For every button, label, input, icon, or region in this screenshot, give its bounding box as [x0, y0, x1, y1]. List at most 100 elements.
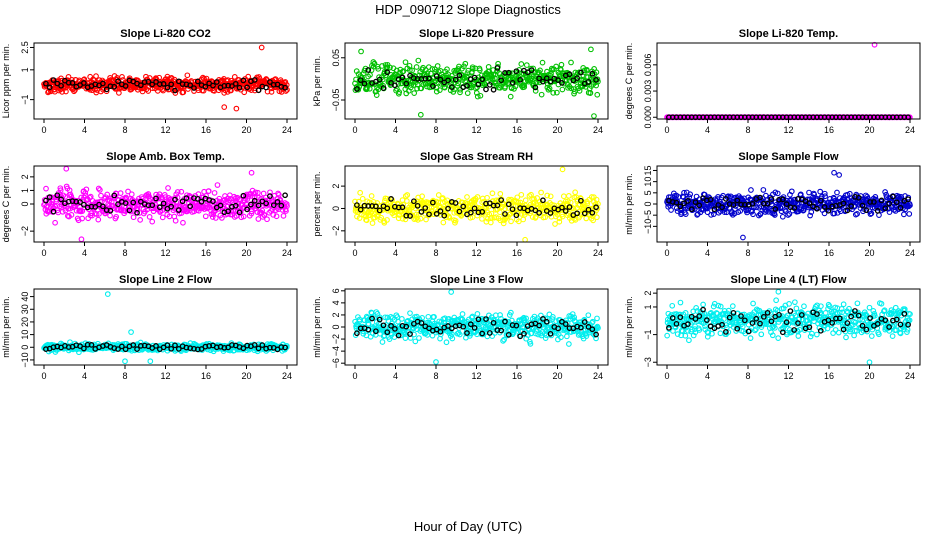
- panel-ylabel: ml/min per min.: [624, 296, 634, 358]
- y-tick-label: −5: [643, 210, 653, 220]
- data-point: [501, 336, 508, 343]
- data-point: [172, 217, 179, 224]
- x-tick-label: 4: [393, 371, 398, 381]
- data-point: [282, 79, 289, 85]
- data-point-avg: [77, 199, 83, 205]
- y-tick-label: −0.05: [331, 89, 341, 112]
- data-point: [558, 61, 565, 68]
- data-point: [57, 187, 64, 194]
- data-point-avg: [509, 79, 516, 86]
- data-point: [107, 212, 113, 219]
- data-point-avg: [532, 84, 539, 91]
- y-tick-label: 2.5: [20, 41, 30, 54]
- data-point-avg: [115, 78, 121, 85]
- data-point: [284, 203, 290, 209]
- data-point-avg: [225, 208, 231, 215]
- data-point-avg: [429, 83, 436, 89]
- y-tick-label: −2: [331, 226, 341, 236]
- data-point: [159, 214, 166, 221]
- data-point: [464, 194, 470, 200]
- data-point-avg: [187, 203, 194, 210]
- panel-title: Slope Amb. Box Temp.: [106, 151, 225, 163]
- x-tick-label: 12: [471, 248, 481, 258]
- data-point: [248, 210, 255, 217]
- outlier-point: [588, 46, 594, 53]
- data-point: [539, 59, 546, 66]
- panel-ylabel: ml/min per min.: [312, 296, 322, 358]
- data-point: [436, 87, 443, 94]
- data-point: [162, 194, 169, 200]
- data-point-avg: [278, 202, 285, 209]
- data-point: [469, 65, 476, 72]
- plot-frame: [656, 42, 921, 120]
- x-tick-label: 12: [471, 125, 481, 135]
- data-point-avg: [248, 201, 254, 208]
- data-point-avg: [543, 75, 550, 82]
- data-point-avg: [46, 84, 53, 91]
- data-point-avg: [361, 80, 368, 87]
- data-point: [267, 189, 273, 196]
- data-point: [400, 201, 407, 208]
- x-tick-label: 0: [352, 125, 357, 135]
- data-point-avg: [194, 78, 201, 85]
- data-point-avg: [43, 80, 49, 87]
- data-point: [263, 76, 270, 82]
- x-tick-label: 4: [82, 125, 87, 135]
- data-point-avg: [160, 81, 167, 87]
- data-point-avg: [445, 77, 451, 84]
- data-point: [101, 195, 108, 202]
- data-point: [553, 63, 559, 70]
- data-point-avg: [494, 65, 501, 71]
- data-point: [817, 188, 824, 195]
- x-tick-label: 12: [471, 371, 481, 381]
- data-point: [700, 301, 706, 308]
- data-point: [368, 193, 375, 199]
- x-tick-label: 0: [664, 248, 669, 258]
- data-point: [677, 299, 684, 306]
- y-tick-label: 1: [20, 67, 30, 72]
- data-point: [104, 191, 111, 198]
- data-point-avg: [388, 80, 394, 86]
- data-point: [546, 85, 553, 92]
- outlier-point: [591, 113, 597, 119]
- data-point: [485, 64, 492, 70]
- y-tick-label: −1: [20, 94, 30, 104]
- data-point: [95, 185, 102, 192]
- data-point: [264, 216, 270, 223]
- data-point-avg: [559, 80, 565, 86]
- data-point: [184, 72, 191, 79]
- data-point: [95, 216, 102, 223]
- data-point: [416, 335, 422, 341]
- data-point-avg: [547, 78, 554, 85]
- data-point-avg: [433, 73, 440, 79]
- data-point: [443, 339, 450, 346]
- data-point: [65, 205, 72, 212]
- x-tick-label: 24: [593, 248, 603, 258]
- data-point: [748, 187, 754, 193]
- data-point: [375, 65, 382, 72]
- data-point: [396, 89, 403, 95]
- panel-title: Slope Li-820 Temp.: [739, 28, 838, 40]
- data-point: [231, 73, 238, 80]
- data-point: [371, 60, 378, 67]
- y-tick-label: 0: [331, 206, 341, 211]
- data-point-avg: [240, 192, 247, 199]
- data-point-avg: [122, 200, 129, 206]
- data-point-avg: [267, 193, 273, 199]
- data-point: [160, 87, 166, 94]
- data-point: [476, 67, 483, 73]
- panel-title: Slope Line 4 (LT) Flow: [731, 274, 847, 286]
- data-point: [882, 189, 888, 195]
- x-tick-label: 8: [433, 125, 438, 135]
- data-point: [554, 89, 560, 96]
- data-point: [249, 187, 256, 194]
- data-point-avg: [179, 198, 186, 205]
- data-point-avg: [69, 80, 76, 86]
- data-point: [462, 60, 469, 67]
- data-point: [200, 74, 206, 81]
- data-point: [550, 89, 557, 96]
- data-point: [65, 73, 72, 80]
